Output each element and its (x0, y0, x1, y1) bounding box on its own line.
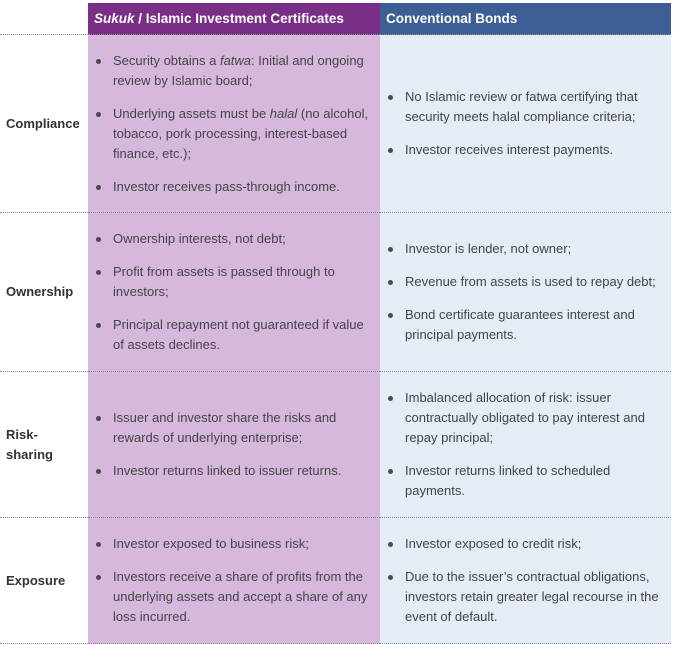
sukuk-list: Ownership interests, not debt; Profit fr… (89, 229, 379, 355)
row-risk-sharing: Risk-sharing Issuer and investor share t… (0, 371, 671, 518)
row-label: Ownership (0, 212, 88, 372)
bullet-icon (388, 148, 393, 153)
comparison-table: Sukuk / Islamic Investment Certificates … (0, 3, 671, 644)
bullet-icon (388, 247, 393, 252)
bullet-icon (96, 323, 101, 328)
bullet-icon (388, 95, 393, 100)
list-item: Bond certificate guarantees interest and… (388, 305, 662, 345)
header-row: Sukuk / Islamic Investment Certificates … (0, 3, 671, 35)
list-item: Investor is lender, not owner; (388, 239, 662, 259)
bullet-icon (96, 237, 101, 242)
bullet-icon (388, 396, 393, 401)
bullet-icon (388, 575, 393, 580)
list-item: Investor exposed to business risk; (96, 534, 371, 554)
list-item: Profit from assets is passed through to … (96, 262, 371, 302)
bullet-icon (388, 280, 393, 285)
bullet-icon (96, 469, 101, 474)
row-label: Compliance (0, 34, 88, 213)
bullet-icon (388, 542, 393, 547)
list-item: Investor receives pass-through income. (96, 177, 371, 197)
bonds-list: Imbalanced allocation of risk: issuer co… (381, 388, 670, 501)
list-item: Investor receives interest payments. (388, 140, 662, 160)
sukuk-list: Security obtains a fatwa: Initial and on… (89, 51, 379, 197)
bullet-icon (96, 575, 101, 580)
sukuk-cell: Ownership interests, not debt; Profit fr… (88, 212, 380, 372)
bonds-list: No Islamic review or fatwa certifying th… (381, 87, 670, 160)
header-sukuk: Sukuk / Islamic Investment Certificates (88, 3, 380, 35)
bonds-cell: Investor exposed to credit risk; Due to … (380, 517, 671, 644)
bonds-cell: Imbalanced allocation of risk: issuer co… (380, 371, 671, 518)
bullet-icon (96, 58, 101, 64)
row-compliance: Compliance Security obtains a fatwa: Ini… (0, 34, 671, 213)
sukuk-cell: Issuer and investor share the risks and … (88, 371, 380, 518)
bonds-list: Investor is lender, not owner; Revenue f… (381, 239, 670, 345)
list-item: Revenue from assets is used to repay deb… (388, 272, 662, 292)
list-item: Underlying assets must be halal (no alco… (96, 104, 371, 164)
bullet-icon (96, 542, 101, 547)
sukuk-list: Investor exposed to business risk; Inves… (89, 534, 379, 627)
list-item: Security obtains a fatwa: Initial and on… (96, 51, 371, 91)
bullet-icon (388, 469, 393, 474)
list-item: Issuer and investor share the risks and … (96, 408, 371, 448)
header-sukuk-rest: / Islamic Investment Certificates (134, 11, 344, 26)
list-item: Imbalanced allocation of risk: issuer co… (388, 388, 662, 448)
bonds-cell: No Islamic review or fatwa certifying th… (380, 34, 671, 213)
list-item: Investor returns linked to scheduled pay… (388, 461, 662, 501)
list-item: Investors receive a share of profits fro… (96, 567, 371, 627)
list-item: No Islamic review or fatwa certifying th… (388, 87, 662, 127)
list-item: Investor returns linked to issuer return… (96, 461, 371, 481)
sukuk-list: Issuer and investor share the risks and … (89, 408, 379, 481)
list-item: Investor exposed to credit risk; (388, 534, 662, 554)
header-corner (0, 3, 88, 35)
bonds-cell: Investor is lender, not owner; Revenue f… (380, 212, 671, 372)
bullet-icon (96, 111, 101, 117)
bullet-icon (96, 270, 101, 275)
sukuk-cell: Investor exposed to business risk; Inves… (88, 517, 380, 644)
bullet-icon (96, 184, 101, 190)
row-ownership: Ownership Ownership interests, not debt;… (0, 212, 671, 372)
list-item: Due to the issuer’s contractual obligati… (388, 567, 662, 627)
bullet-icon (96, 416, 101, 421)
row-label: Risk-sharing (0, 371, 88, 518)
list-item: Principal repayment not guaranteed if va… (96, 315, 371, 355)
row-exposure: Exposure Investor exposed to business ri… (0, 517, 671, 644)
header-sukuk-em: Sukuk (94, 11, 135, 26)
bonds-list: Investor exposed to credit risk; Due to … (381, 534, 670, 627)
row-label: Exposure (0, 517, 88, 644)
list-item: Ownership interests, not debt; (96, 229, 371, 249)
header-bonds: Conventional Bonds (380, 3, 671, 35)
sukuk-cell: Security obtains a fatwa: Initial and on… (88, 34, 380, 213)
bullet-icon (388, 313, 393, 318)
